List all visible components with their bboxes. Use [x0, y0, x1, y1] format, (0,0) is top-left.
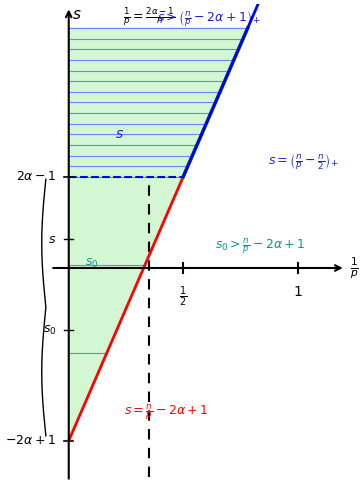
Polygon shape [69, 28, 248, 177]
Text: $s=\left(\frac{n}{p}-\frac{n}{2}\right)_{\!+}$: $s=\left(\frac{n}{p}-\frac{n}{2}\right)_… [268, 152, 339, 172]
Text: $2\alpha-1$: $2\alpha-1$ [16, 170, 56, 183]
Text: $s_0>\frac{n}{p}-2\alpha+1$: $s_0>\frac{n}{p}-2\alpha+1$ [215, 236, 306, 256]
Text: $s=\frac{n}{p}-2\alpha+1$: $s=\frac{n}{p}-2\alpha+1$ [124, 402, 208, 422]
Text: $s$: $s$ [48, 232, 56, 245]
Text: $s_0$: $s_0$ [42, 324, 56, 337]
Text: $s$: $s$ [72, 6, 81, 22]
Text: $s>\left(\frac{n}{p}-2\alpha+1\right)_{\!+}$: $s>\left(\frac{n}{p}-2\alpha+1\right)_{\… [158, 9, 261, 29]
Text: $1$: $1$ [293, 285, 302, 299]
Text: $\frac{1}{p}$: $\frac{1}{p}$ [350, 256, 359, 280]
Polygon shape [69, 177, 183, 440]
Text: $-2\alpha+1$: $-2\alpha+1$ [5, 434, 56, 447]
Text: $\frac{1}{2}$: $\frac{1}{2}$ [179, 285, 187, 309]
Text: $\frac{1}{p}=\frac{2\alpha-1}{n}$: $\frac{1}{p}=\frac{2\alpha-1}{n}$ [123, 6, 175, 29]
Text: $s_0$: $s_0$ [85, 256, 98, 270]
Text: $s$: $s$ [115, 126, 123, 140]
